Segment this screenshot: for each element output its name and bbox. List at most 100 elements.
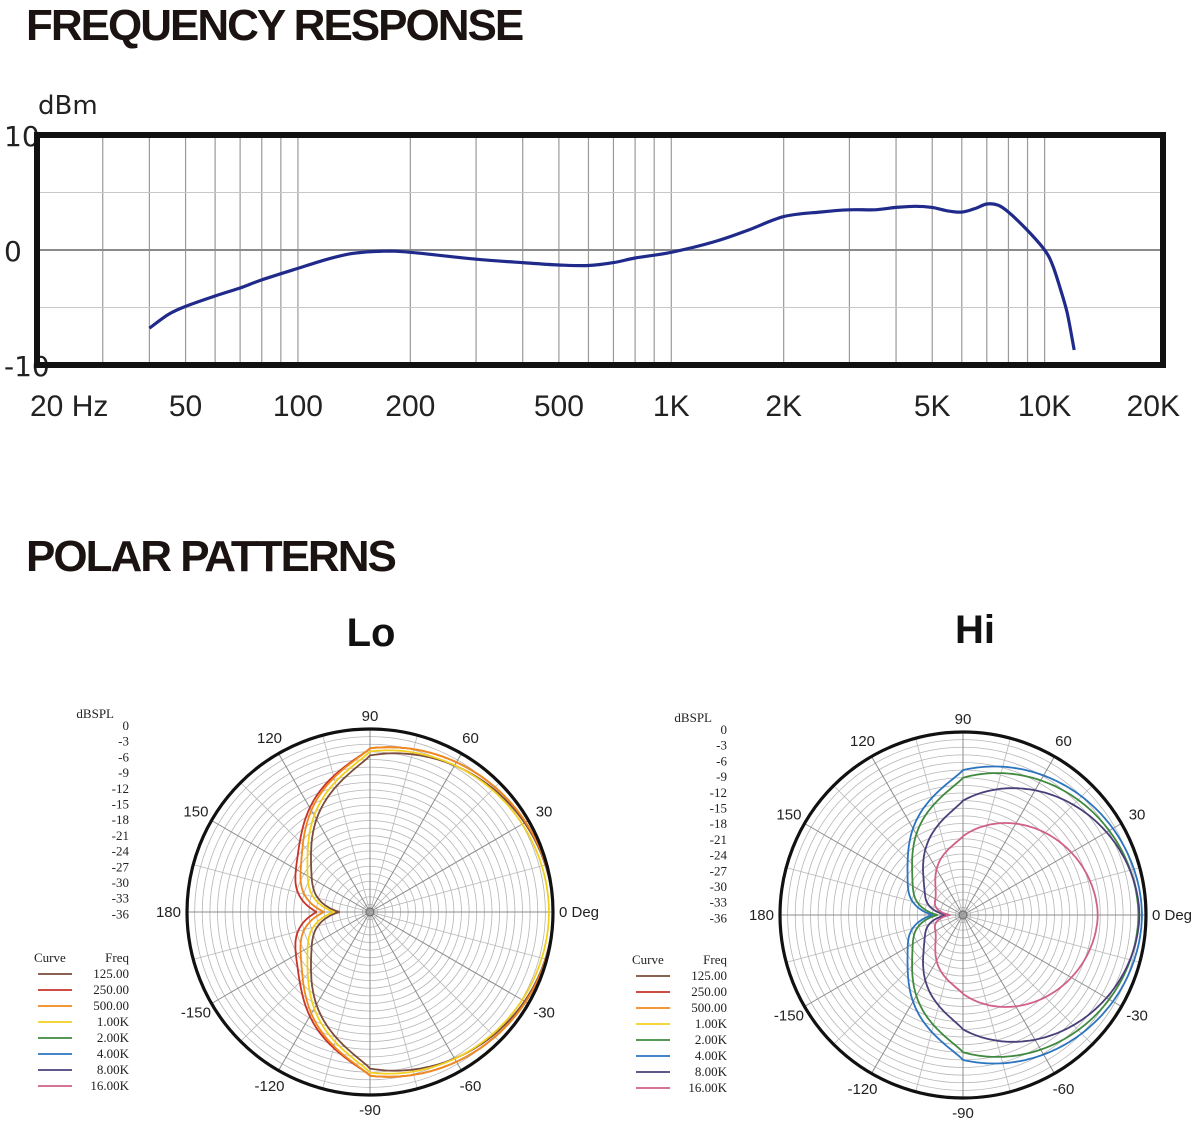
polar-db-axis-label: dBSPL: [76, 706, 114, 721]
polar-spoke: [369, 911, 500, 1042]
polar-center-mark: [365, 907, 375, 917]
polar-angle-label: -90: [952, 1105, 974, 1122]
polar-spoke: [871, 914, 964, 1074]
polar-spoke: [369, 782, 500, 913]
polar-db-tick-label: -24: [710, 848, 728, 863]
polar-series-curve: [922, 787, 1141, 1043]
polar-angle-label: 180: [749, 907, 774, 924]
polar-spoke: [786, 914, 964, 963]
polar-spoke: [322, 735, 371, 913]
polar-spoke: [962, 914, 1093, 1045]
polar-angle-label: 30: [1129, 807, 1146, 824]
fr-x-tick-label: 1K: [653, 390, 690, 423]
fr-x-tick-label: 100: [273, 390, 323, 423]
polar-spoke: [211, 820, 371, 913]
polar-legend-curve-header: Curve: [34, 950, 66, 965]
fr-y-tick-label: 10: [4, 120, 40, 153]
polar-angle-label: 150: [776, 807, 801, 824]
polar-legend-freq: 125.00: [691, 968, 727, 983]
polar-db-tick-label: -21: [112, 828, 129, 843]
polar-legend-freq: 1.00K: [97, 1014, 130, 1029]
polar-angle-label: 120: [257, 730, 282, 747]
polar-outer-ring: [185, 727, 555, 1097]
polar-spoke: [962, 914, 1011, 1092]
polar-db-tick-label: -15: [710, 801, 727, 816]
fr-x-tick-label: 20 Hz: [30, 390, 108, 423]
polar-spoke: [193, 864, 371, 913]
polar-legend-freq-header: Freq: [105, 950, 129, 965]
fr-gridlines: [37, 135, 1163, 365]
polar-legend-freq: 4.00K: [695, 1048, 728, 1063]
polar-outer-ring: [778, 730, 1148, 1100]
polar-spoke: [369, 911, 462, 1071]
fr-x-tick-label: 2K: [765, 390, 802, 423]
polar-spoke: [962, 914, 1055, 1074]
polar-spoke: [804, 914, 964, 1007]
polar-db-tick-label: -36: [710, 910, 728, 925]
polar-series-curve: [906, 765, 1143, 1065]
polar-spoke: [369, 753, 462, 913]
fr-x-tick-label: 20K: [1127, 390, 1180, 423]
polar-spoke: [962, 823, 1122, 916]
polar-db-tick-label: -33: [112, 891, 129, 906]
polar-angle-label: -120: [254, 1078, 284, 1095]
polar-lo-title: Lo: [347, 611, 396, 655]
polar-spoke: [962, 785, 1093, 916]
polar-angle-label: -150: [774, 1008, 804, 1025]
fr-y-tick-labels: 100-10: [4, 120, 50, 383]
polar-spoke: [369, 735, 418, 913]
polar-angle-label: -120: [847, 1081, 877, 1098]
polar-spoke: [369, 911, 418, 1089]
fr-x-tick-labels: 20 Hz 50 100 200 500 1K 2K 5K 10K 20K: [30, 390, 1180, 423]
polar-angle-label: 0 Deg: [1152, 907, 1192, 924]
polar-db-tick-label: -27: [710, 863, 728, 878]
polar-db-tick-label: -33: [710, 895, 727, 910]
fr-plot-frame: [34, 132, 1166, 368]
polar-db-tick-label: -18: [112, 812, 129, 827]
polar-spoke: [369, 911, 547, 960]
polar-db-tick-label: -9: [118, 765, 129, 780]
polar-db-tick-label: 0: [123, 718, 130, 733]
polar-spoke: [833, 914, 964, 1045]
polar-spoke: [193, 911, 371, 960]
polar-spoke: [240, 911, 371, 1042]
frequency-response-heading: FREQUENCY RESPONSE: [26, 1, 523, 50]
polar-db-axis-label: dBSPL: [674, 710, 712, 725]
polar-spoke: [962, 914, 1140, 963]
polar-legend-freq: 4.00K: [97, 1046, 130, 1061]
polar-series-curve: [306, 749, 550, 1075]
polar-spoke: [322, 911, 371, 1089]
polar-spoke: [211, 911, 371, 1004]
polar-legend-freq: 250.00: [93, 982, 129, 997]
polar-series-curve: [934, 822, 1099, 1008]
fr-y-axis-label: dBm: [38, 91, 98, 121]
polar-db-tick-label: -30: [112, 875, 129, 890]
polar-spoke: [833, 785, 964, 916]
polar-db-tick-label: -6: [716, 753, 727, 768]
polar-db-tick-label: -27: [112, 859, 130, 874]
polar-angle-label: -30: [533, 1005, 555, 1022]
polar-angle-label: 60: [462, 730, 479, 747]
fr-x-tick-label: 200: [385, 390, 435, 423]
polar-spoke: [369, 820, 529, 913]
polar-db-tick-label: -3: [716, 738, 727, 753]
polar-hi-title: Hi: [955, 608, 995, 652]
polar-angle-label: -60: [1053, 1081, 1075, 1098]
polar-db-tick-label: -30: [710, 879, 727, 894]
polar-angle-label: 30: [536, 804, 553, 821]
polar-center-mark: [958, 910, 968, 920]
polar-spoke: [278, 911, 371, 1071]
polar-db-tick-label: -12: [112, 781, 129, 796]
polar-db-tick-label: -6: [118, 749, 129, 764]
fr-y-tick-label: 0: [4, 235, 22, 268]
polar-legend-curve-header: Curve: [632, 952, 664, 967]
fr-series: [148, 202, 1076, 351]
polar-angle-label: -150: [181, 1005, 211, 1022]
polar-db-tick-label: -15: [112, 797, 129, 812]
polar-angle-label: -90: [359, 1102, 381, 1119]
polar-spoke: [962, 914, 1122, 1007]
polar-angle-label: -30: [1126, 1008, 1148, 1025]
polar-legend-freq-header: Freq: [703, 952, 727, 967]
